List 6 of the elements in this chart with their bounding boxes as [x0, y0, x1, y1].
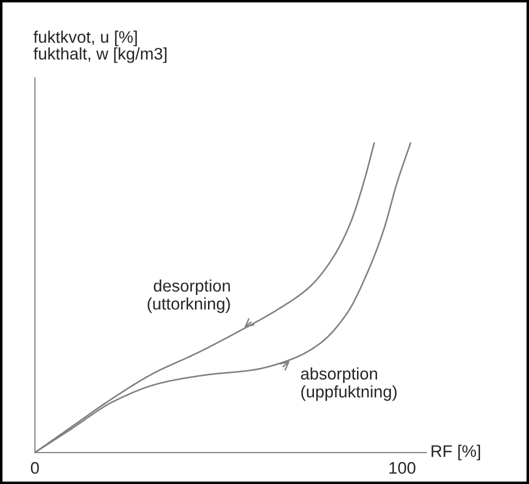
- x-tick-label: 100: [390, 462, 416, 474]
- x-axis-title: RF [%]: [432, 444, 480, 460]
- annotation: desorption (uttorkning): [148, 279, 230, 313]
- x-tick-label: 0: [30, 462, 39, 474]
- annotation: absorption (uppfuktning): [301, 367, 397, 401]
- y-axis-title: fuktkvot, u [%] fukthalt, w [kg/m3]: [34, 30, 166, 63]
